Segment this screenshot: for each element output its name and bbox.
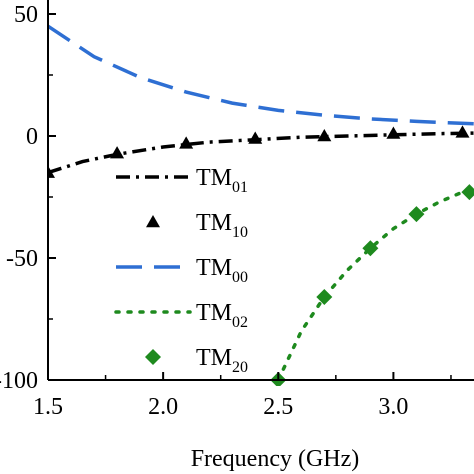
data-point-tm20 <box>362 240 379 257</box>
x-tick-label: 2.0 <box>148 394 178 420</box>
y-tick-label: -50 <box>6 246 38 272</box>
x-tick-label: 2.5 <box>263 394 293 420</box>
data-point-tm10 <box>248 131 263 144</box>
data-point-tm20 <box>408 206 425 223</box>
x-axis-label: Frequency (GHz) <box>191 446 360 472</box>
legend-label-tm02: TM02 <box>196 300 248 331</box>
data-point-tm10 <box>48 165 55 178</box>
data-point-tm10 <box>179 136 194 149</box>
data-point-tm20 <box>316 289 333 306</box>
data-point-tm10 <box>386 126 401 139</box>
data-point-tm10 <box>110 146 125 159</box>
series-line-tm02 <box>276 185 474 382</box>
data-point-tm10 <box>317 129 332 142</box>
plot-area <box>48 24 474 386</box>
series-line-tm01 <box>48 131 474 175</box>
data-point-tm10 <box>455 125 470 138</box>
y-tick-label: -100 <box>0 368 38 394</box>
x-tick-label: 1.5 <box>33 394 63 420</box>
data-point-tm20 <box>461 184 474 201</box>
legend-marker-tm10 <box>146 215 160 228</box>
y-tick-label: 50 <box>14 2 38 28</box>
legend-label-tm20: TM20 <box>196 345 248 376</box>
x-tick-label: 3.0 <box>378 394 408 420</box>
legend-label-tm10: TM10 <box>196 210 248 241</box>
legend-label-tm00: TM00 <box>196 255 248 286</box>
y-tick-label: 0 <box>26 124 38 150</box>
legend: TM01 TM10 TM00 TM02 TM20 <box>114 165 248 376</box>
legend-marker-tm20 <box>145 349 161 365</box>
axes: 1.5 2.0 2.5 3.0 50 0 -50 -100 <box>0 0 474 420</box>
series-line-tm00 <box>48 24 474 126</box>
legend-label-tm01: TM01 <box>196 165 248 196</box>
